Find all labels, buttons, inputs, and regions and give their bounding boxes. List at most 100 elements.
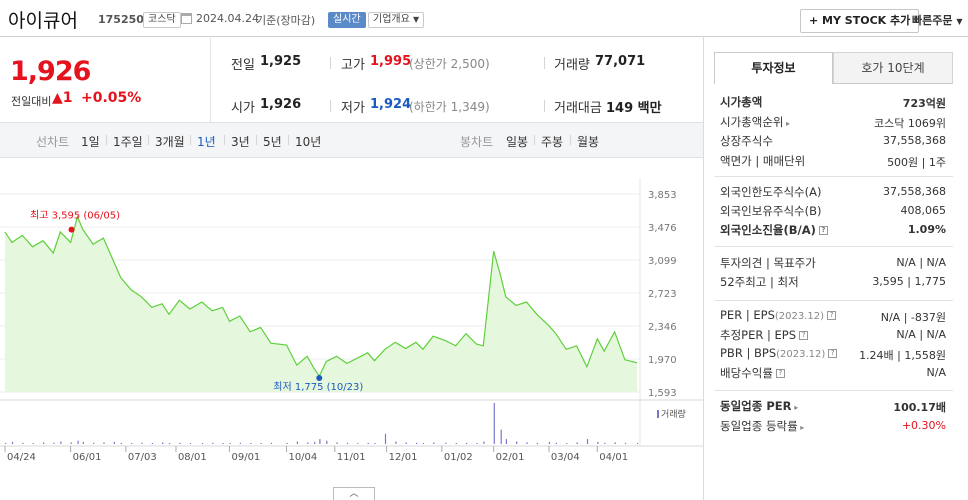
candle-tab-2[interactable]: 월봉 bbox=[577, 135, 600, 149]
arrow-icon[interactable]: ▸ bbox=[797, 423, 805, 432]
help-icon[interactable]: ? bbox=[818, 226, 828, 235]
y-tick-label: 1,970 bbox=[648, 355, 677, 366]
quick-order-button[interactable]: 빠른주문 ▼ bbox=[912, 14, 963, 27]
volume-bar bbox=[326, 440, 328, 444]
volume-bar bbox=[229, 443, 231, 444]
arrow-icon[interactable]: ▸ bbox=[791, 403, 799, 412]
volume-bar bbox=[395, 441, 397, 444]
invest-value-g1-2: 37,558,368 bbox=[883, 134, 946, 147]
volume-bar bbox=[597, 441, 599, 444]
volume-bar bbox=[307, 442, 309, 444]
x-tick-label: 10/04 bbox=[288, 452, 317, 463]
divider bbox=[224, 135, 225, 145]
current-price: 1,926 bbox=[10, 56, 91, 87]
volume-bar bbox=[60, 441, 62, 444]
volume-bar bbox=[212, 442, 214, 444]
volume-bar bbox=[566, 443, 568, 444]
upper-limit: (상한가 2,500) bbox=[409, 57, 490, 71]
divider bbox=[106, 135, 107, 145]
invest-label-g2-0: 외국인한도주식수(A) bbox=[720, 184, 821, 200]
invest-label-sub: (2023.12) bbox=[774, 311, 825, 322]
invest-label-g2-1: 외국인보유주식수(B) bbox=[720, 203, 822, 219]
invest-label-g4-2: PBR | BPS(2023.12)? bbox=[720, 346, 838, 360]
change-percent: +0.05% bbox=[81, 90, 142, 106]
volume-bar bbox=[445, 442, 447, 444]
volume-bar bbox=[314, 441, 316, 444]
volume-bar bbox=[586, 439, 589, 444]
volume-value: 77,071 bbox=[595, 54, 646, 69]
prev-close-value: 1,925 bbox=[260, 54, 302, 69]
invest-value-g2-0: 37,558,368 bbox=[883, 185, 946, 198]
divider bbox=[330, 100, 331, 112]
divider bbox=[570, 135, 571, 145]
volume-bar bbox=[416, 442, 418, 444]
volume-bar bbox=[346, 442, 349, 444]
company-info-dropdown[interactable]: 기업개요 ▼ bbox=[368, 12, 425, 28]
volume-bar bbox=[141, 442, 143, 444]
volume-bar bbox=[466, 442, 468, 444]
help-icon[interactable]: ? bbox=[799, 331, 809, 340]
amount-value: 149 백만 bbox=[606, 101, 662, 116]
period-tab-3[interactable]: 1년 bbox=[197, 135, 216, 149]
market-badge: 코스닥 bbox=[143, 12, 181, 28]
volume-bar bbox=[250, 443, 252, 444]
volume-bar bbox=[82, 441, 84, 444]
calendar-icon bbox=[181, 13, 192, 24]
period-tab-2[interactable]: 3개월 bbox=[155, 135, 185, 149]
low-label: 최저 1,775 (10/23) bbox=[273, 381, 363, 393]
volume-bar bbox=[516, 441, 518, 444]
realtime-badge[interactable]: 실시간 bbox=[328, 12, 366, 28]
invest-label-text: 투자의견 | 목표주가 bbox=[720, 256, 816, 270]
volume-bar bbox=[222, 443, 224, 444]
volume-legend-swatch bbox=[657, 410, 659, 418]
invest-label-g1-0: 시가총액 bbox=[720, 94, 762, 110]
volume-bar bbox=[113, 441, 115, 444]
invest-value-g2-1: 408,065 bbox=[900, 204, 947, 217]
invest-label-g1-3: 액면가 | 매매단위 bbox=[720, 153, 805, 169]
volume-bar bbox=[433, 442, 435, 444]
tab-ask-10[interactable]: 호가 10단계 bbox=[833, 52, 953, 84]
volume-bar bbox=[604, 442, 606, 444]
y-tick-label: 2,346 bbox=[648, 322, 677, 333]
change-label: 전일대비 bbox=[11, 95, 52, 108]
volume-bar bbox=[22, 442, 24, 444]
volume-bar bbox=[53, 442, 55, 444]
candle-tab-0[interactable]: 일봉 bbox=[506, 135, 529, 149]
up-arrow-icon: ▲ bbox=[52, 90, 63, 106]
volume-bar bbox=[536, 442, 538, 444]
tab-invest-info[interactable]: 투자정보 bbox=[714, 52, 833, 84]
volume-bar bbox=[548, 441, 551, 444]
my-stock-add-button[interactable]: + MY STOCK 추가 bbox=[800, 9, 920, 33]
period-tab-5[interactable]: 5년 bbox=[263, 135, 282, 149]
help-icon[interactable]: ? bbox=[775, 369, 785, 378]
volume-bar bbox=[500, 429, 502, 444]
volume-bar bbox=[77, 440, 79, 444]
help-icon[interactable]: ? bbox=[827, 311, 837, 320]
volume-bar bbox=[483, 441, 485, 444]
candle-tab-1[interactable]: 주봉 bbox=[541, 135, 564, 149]
volume-bar bbox=[120, 442, 122, 444]
price-area bbox=[5, 216, 637, 392]
volume-bar bbox=[239, 442, 241, 444]
volume-bar bbox=[169, 443, 171, 444]
arrow-icon[interactable]: ▸ bbox=[783, 118, 791, 128]
collapse-button[interactable]: ︿ bbox=[333, 487, 375, 500]
invest-label-g3-0: 투자의견 | 목표주가 bbox=[720, 255, 816, 271]
volume-legend-label: 거래량 bbox=[661, 408, 686, 420]
x-tick-label: 11/01 bbox=[337, 452, 366, 463]
divider bbox=[534, 135, 535, 145]
period-tab-6[interactable]: 10년 bbox=[295, 135, 322, 149]
y-tick-label: 3,853 bbox=[648, 190, 677, 201]
invest-label-g5-1: 동일업종 등락률 ▸ bbox=[720, 418, 804, 434]
help-icon[interactable]: ? bbox=[828, 349, 838, 358]
volume-bar bbox=[405, 442, 407, 444]
volume-bar bbox=[103, 442, 105, 444]
x-tick-label: 01/02 bbox=[444, 452, 473, 463]
period-tab-0[interactable]: 1일 bbox=[81, 135, 100, 149]
period-tab-4[interactable]: 3년 bbox=[231, 135, 250, 149]
period-tab-1[interactable]: 1주일 bbox=[113, 135, 143, 149]
volume-bar bbox=[11, 441, 14, 444]
volume-bar bbox=[5, 443, 7, 444]
volume-bar bbox=[162, 442, 164, 444]
invest-value-g5-1: +0.30% bbox=[901, 419, 946, 432]
